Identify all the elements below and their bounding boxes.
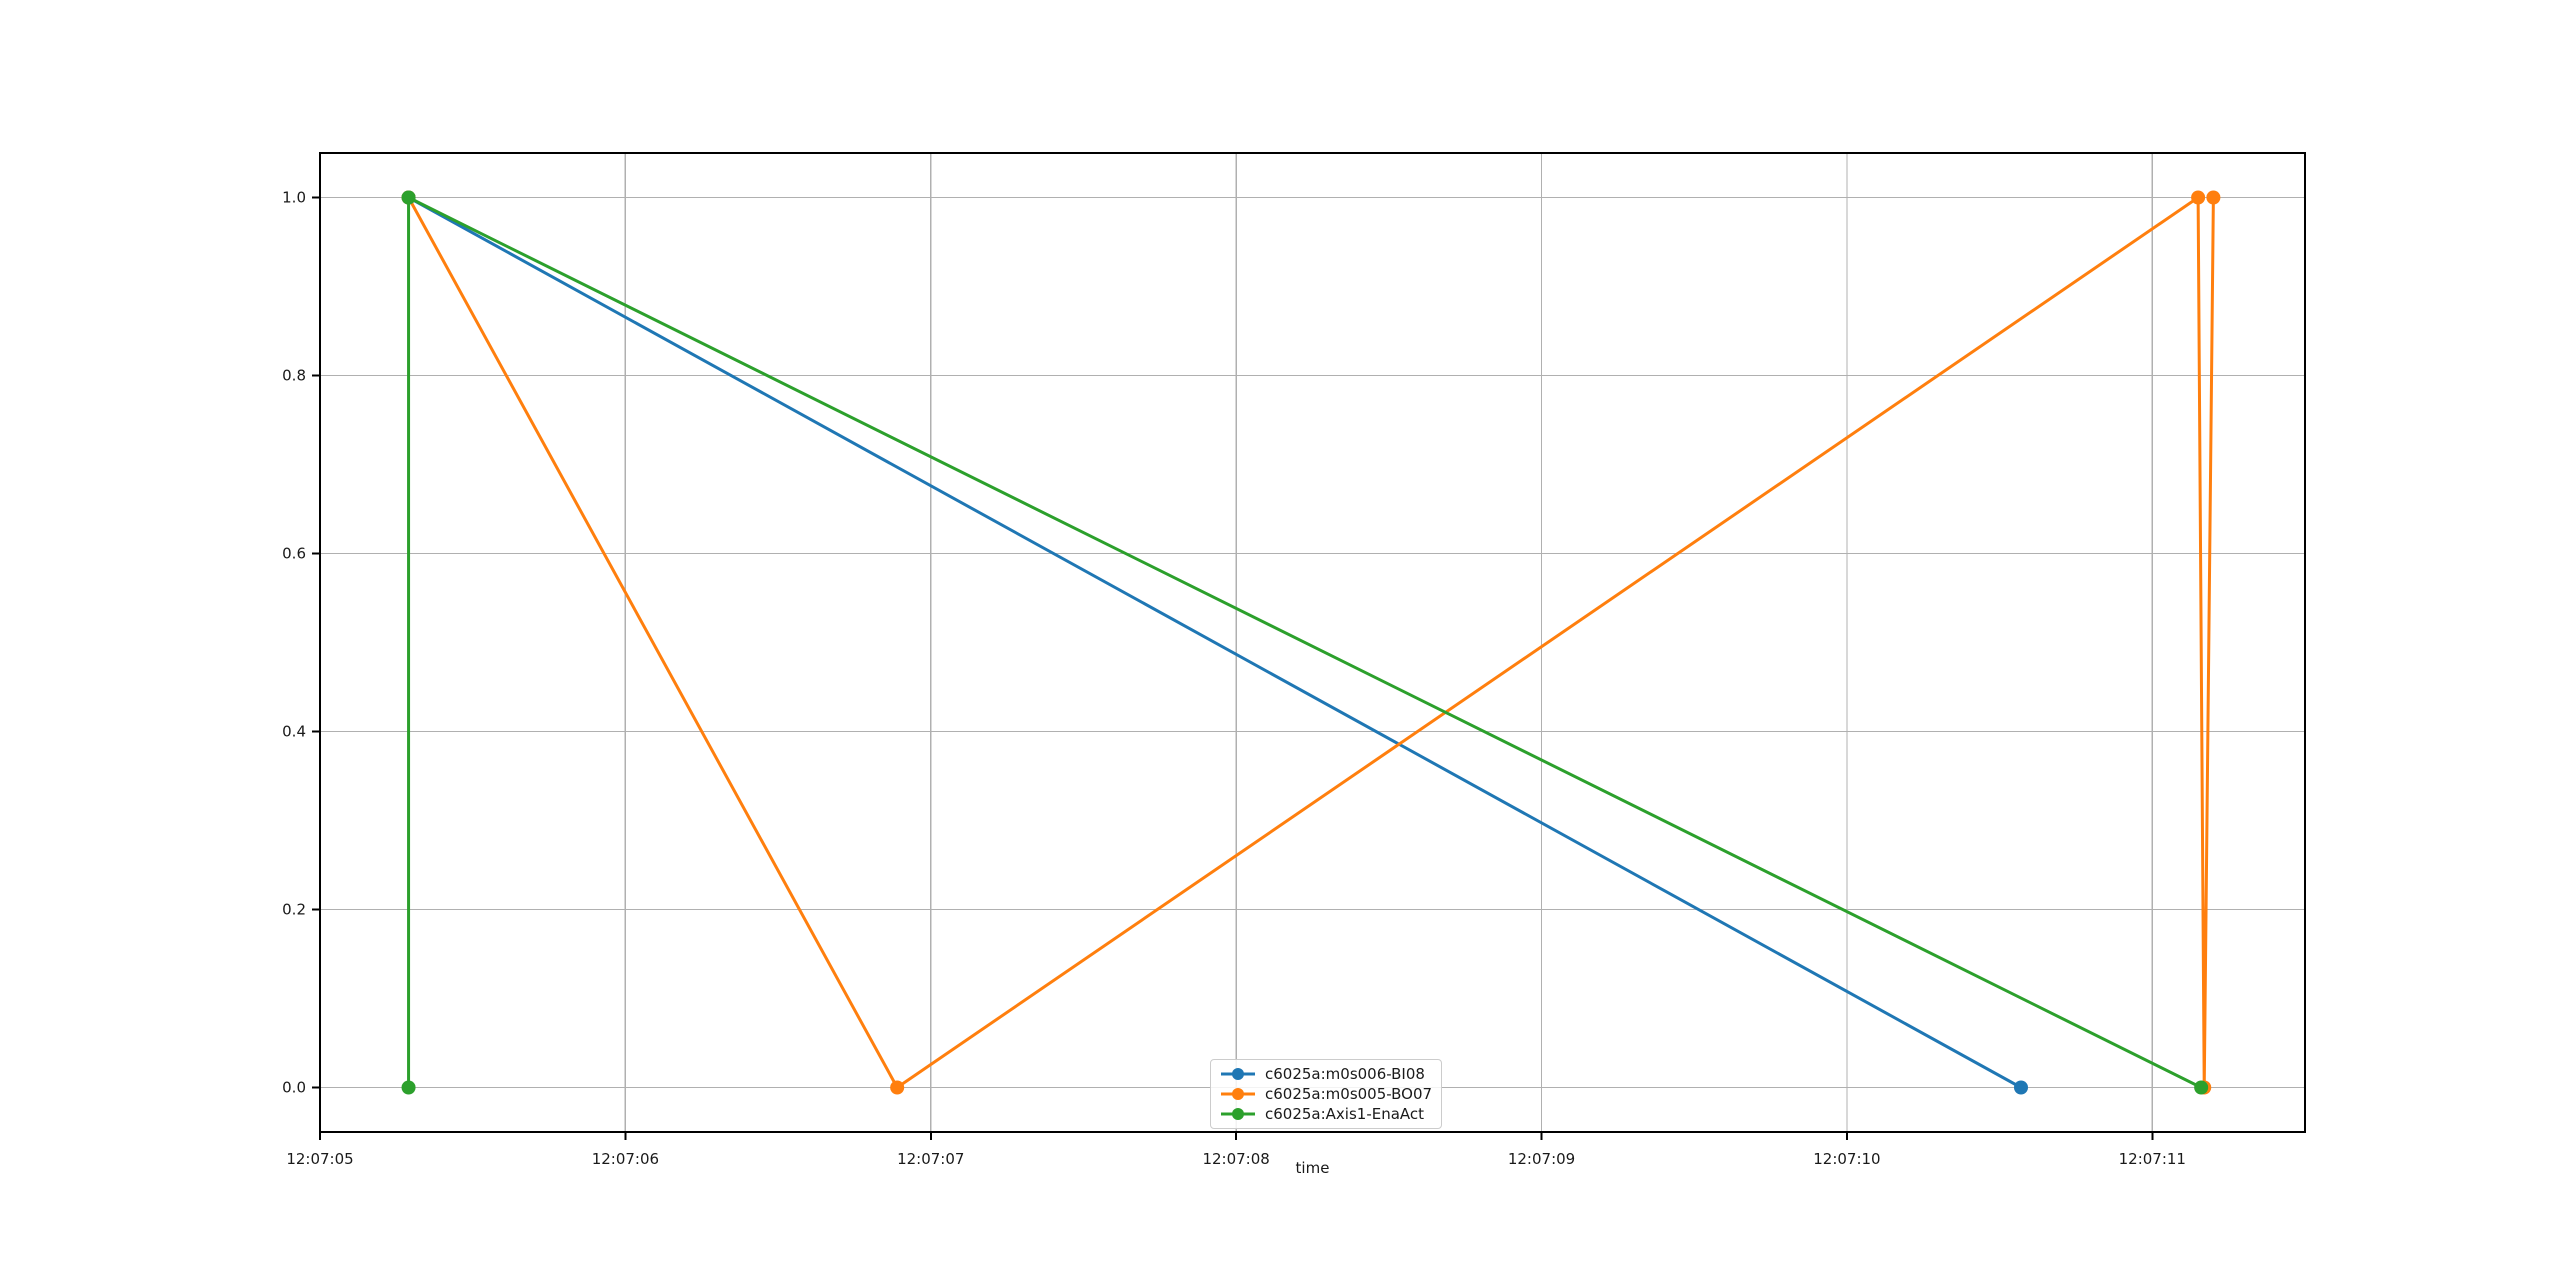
- legend-item: c6025a:m0s006-BI08: [1220, 1064, 1432, 1084]
- y-tick-label: 0.2: [282, 901, 306, 919]
- series-marker: [2194, 1080, 2209, 1095]
- series-marker: [2191, 190, 2206, 205]
- legend-item: c6025a:m0s005-BO07: [1220, 1084, 1432, 1104]
- legend-item-label: c6025a:m0s005-BO07: [1265, 1085, 1433, 1103]
- legend-item-label: c6025a:m0s006-BI08: [1265, 1065, 1425, 1083]
- series-marker: [2206, 190, 2221, 205]
- series-marker: [2013, 1080, 2028, 1095]
- series-2: [401, 190, 2209, 1095]
- y-tick-label: 0.8: [282, 367, 306, 385]
- series-line: [407, 196, 2023, 1089]
- x-tick-label: 12:07:05: [286, 1150, 353, 1168]
- series-1: [401, 190, 2221, 1095]
- legend-dot: [1232, 1088, 1244, 1100]
- y-tick-label: 0.0: [282, 1079, 306, 1097]
- x-tick-label: 12:07:11: [2119, 1150, 2186, 1168]
- x-tick-label: 12:07:07: [897, 1150, 964, 1168]
- y-tick-label: 0.6: [282, 545, 306, 563]
- y-tick-label: 1.0: [282, 189, 306, 207]
- series-marker: [890, 1080, 905, 1095]
- x-tick-label: 12:07:08: [1202, 1150, 1269, 1168]
- series-0: [401, 190, 2028, 1095]
- legend-dot: [1232, 1108, 1244, 1120]
- axes-spine: [319, 152, 2306, 1133]
- series-marker: [401, 190, 416, 205]
- legend: c6025a:m0s006-BI08 c6025a:m0s005-BO07 c602…: [1210, 1059, 1443, 1129]
- x-tick-label: 12:07:06: [592, 1150, 659, 1168]
- x-tick-label: 12:07:10: [1813, 1150, 1880, 1168]
- y-tick-label: 0.4: [282, 723, 306, 741]
- legend-dot: [1232, 1068, 1244, 1080]
- legend-item-label: c6025a:Axis1-EnaAct: [1265, 1105, 1425, 1123]
- tick-labels: 12:07:05 12:07:06 12:07:07 12:07:08 12:07:09…: [282, 189, 2186, 1169]
- legend-marker-icon: [1221, 1088, 1255, 1100]
- axes-frame: [312, 152, 2306, 1140]
- gridlines: [319, 153, 2305, 1132]
- legend-marker-icon: [1221, 1108, 1255, 1120]
- legend-item: c6025a:Axis1-EnaAct: [1220, 1104, 1432, 1124]
- x-tick-label: 12:07:09: [1508, 1150, 1575, 1168]
- x-axis-label: time: [1295, 1159, 1330, 1177]
- series-marker: [401, 1080, 416, 1095]
- series-line: [407, 196, 2203, 1089]
- legend-marker-icon: [1221, 1068, 1255, 1080]
